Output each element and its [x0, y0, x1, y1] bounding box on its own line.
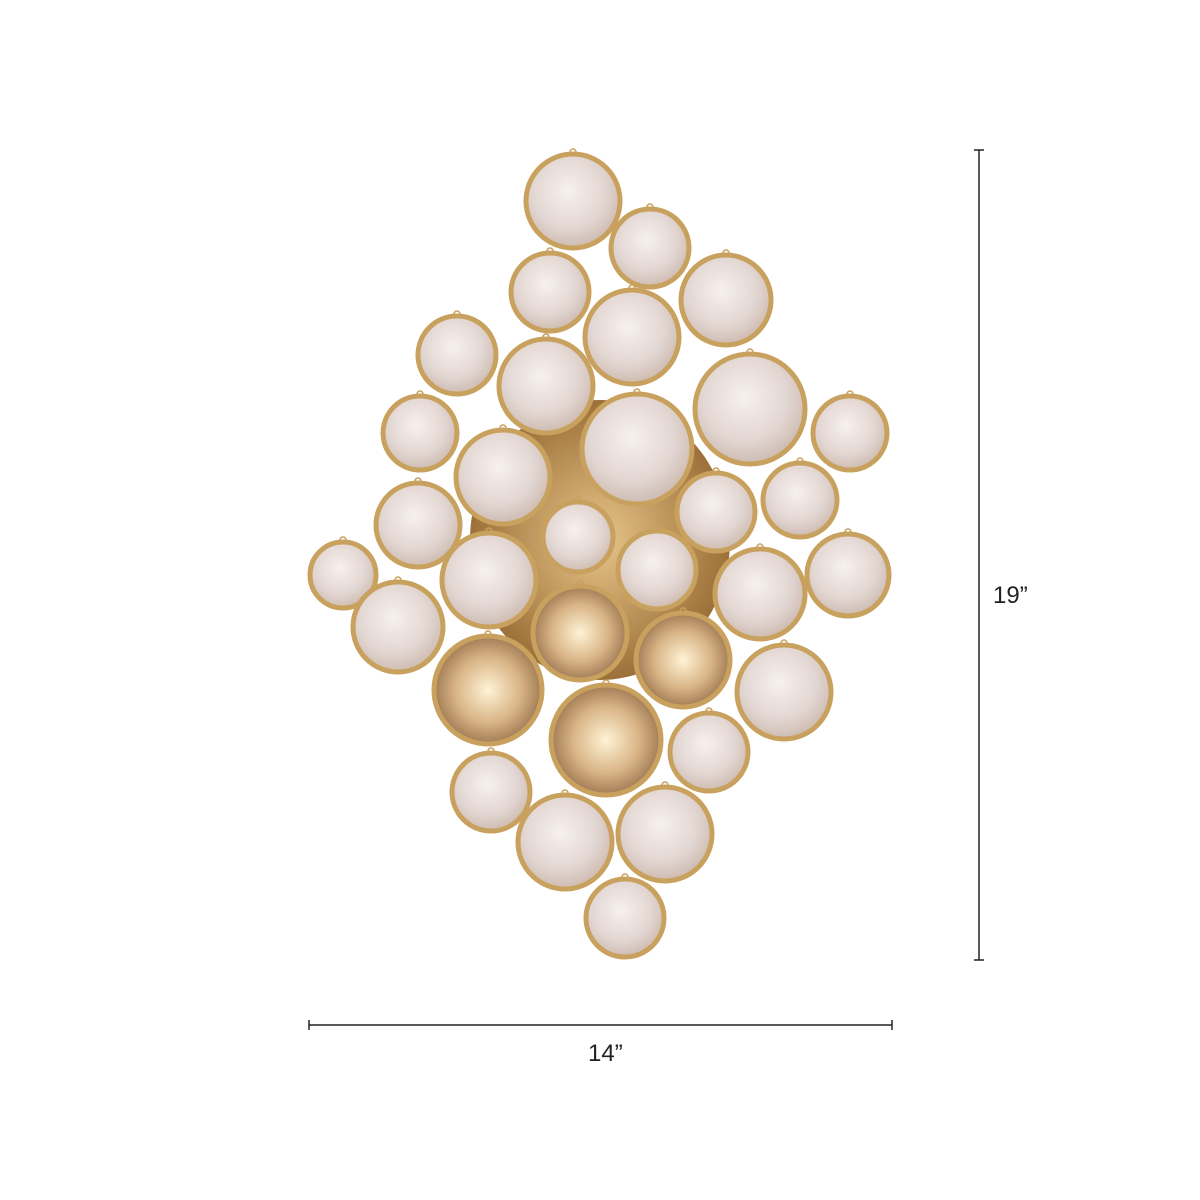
glass-disc	[633, 610, 733, 710]
disc-hook	[576, 580, 584, 588]
glass-disc	[508, 250, 592, 334]
glass-disc	[712, 546, 808, 642]
disc-hook	[621, 873, 629, 881]
glass-disc	[373, 480, 463, 570]
glass-disc	[496, 336, 596, 436]
disc-hook	[453, 310, 461, 318]
width-label: 14”	[588, 1040, 623, 1067]
disc-hook	[846, 390, 854, 398]
disc-hook	[679, 607, 687, 615]
disc-hook	[485, 527, 493, 535]
glass-disc	[415, 313, 499, 397]
glass-disc	[667, 710, 751, 794]
glass-disc	[380, 393, 460, 473]
glass-disc	[804, 531, 892, 619]
disc-hook	[569, 148, 577, 156]
disc-hook	[796, 457, 804, 465]
disc-hook	[546, 247, 554, 255]
disc-hook	[712, 467, 720, 475]
glass-disc	[523, 151, 623, 251]
disc-hook	[661, 781, 669, 789]
glass-disc	[439, 530, 539, 630]
disc-hook	[705, 707, 713, 715]
dimension-lines	[308, 149, 984, 1030]
glass-disc	[760, 460, 840, 540]
disc-hook	[499, 424, 507, 432]
disc-hook	[561, 789, 569, 797]
glass-disc	[515, 792, 615, 892]
height-label: 19”	[993, 582, 1028, 609]
disc-hook	[484, 630, 492, 638]
glass-disc	[582, 287, 682, 387]
disc-hook	[414, 477, 422, 485]
glass-disc	[548, 682, 664, 798]
glass-disc	[692, 351, 808, 467]
glass-disc	[674, 470, 758, 554]
disc-hook	[633, 388, 641, 396]
disc-hook	[416, 390, 424, 398]
glass-disc	[579, 391, 695, 507]
disc-hook	[394, 576, 402, 584]
disc-hook	[339, 536, 347, 544]
glass-disc	[453, 427, 553, 527]
disc-hook	[653, 525, 661, 533]
disc-hook	[646, 203, 654, 211]
disc-hook	[746, 348, 754, 356]
disc-hook	[628, 284, 636, 292]
glass-disc	[307, 539, 379, 611]
disc-hook	[844, 528, 852, 536]
disc-hook	[780, 639, 788, 647]
disc-hook	[574, 496, 582, 504]
glass-disc	[540, 499, 616, 575]
glass-disc	[449, 750, 533, 834]
glass-disc	[431, 633, 545, 747]
disc-hook	[542, 333, 550, 341]
glass-disc	[810, 393, 890, 473]
glass-disc	[350, 579, 446, 675]
disc-hook	[487, 747, 495, 755]
glass-disc	[608, 206, 692, 290]
disc-hook	[602, 679, 610, 687]
glass-disc	[583, 876, 667, 960]
disc-hook	[756, 543, 764, 551]
glass-disc	[678, 252, 774, 348]
glass-disc	[530, 583, 630, 683]
glass-disc	[615, 784, 715, 884]
glass-disc	[615, 528, 699, 612]
glass-disc	[734, 642, 834, 742]
disc-hook	[722, 249, 730, 257]
